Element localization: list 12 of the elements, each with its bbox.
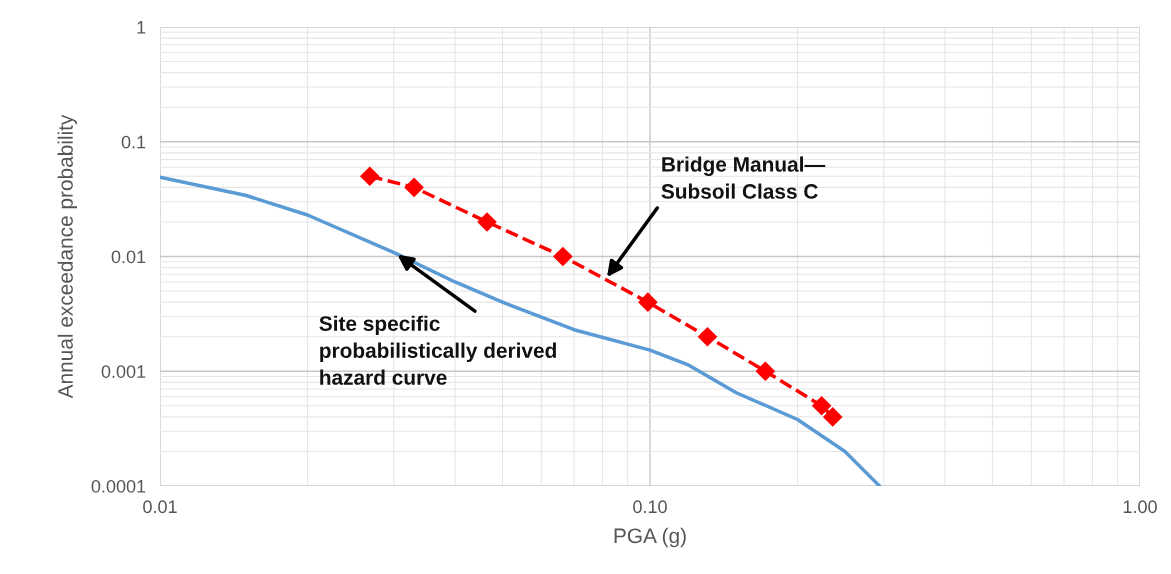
y-tick-label: 0.001 — [101, 365, 146, 378]
x-axis-title: PGA (g) — [614, 527, 686, 548]
y-tick-label: 1 — [137, 21, 146, 34]
y-tick-label: 0.01 — [111, 250, 146, 264]
x-tick-label: 0.01 — [143, 500, 177, 514]
y-tick-label: 0.1 — [121, 135, 146, 149]
annotation: Site specific probabilistically derived hazard curve — [319, 315, 556, 385]
y-axis-title: Annual exceedance probability — [57, 114, 77, 399]
annotation: Bridge Manual— Subsoil Class C — [661, 156, 826, 199]
x-tick-label: 1.00 — [1123, 500, 1157, 514]
x-tick-label: 0.10 — [633, 500, 667, 514]
y-tick-label: 0.0001 — [91, 479, 146, 493]
